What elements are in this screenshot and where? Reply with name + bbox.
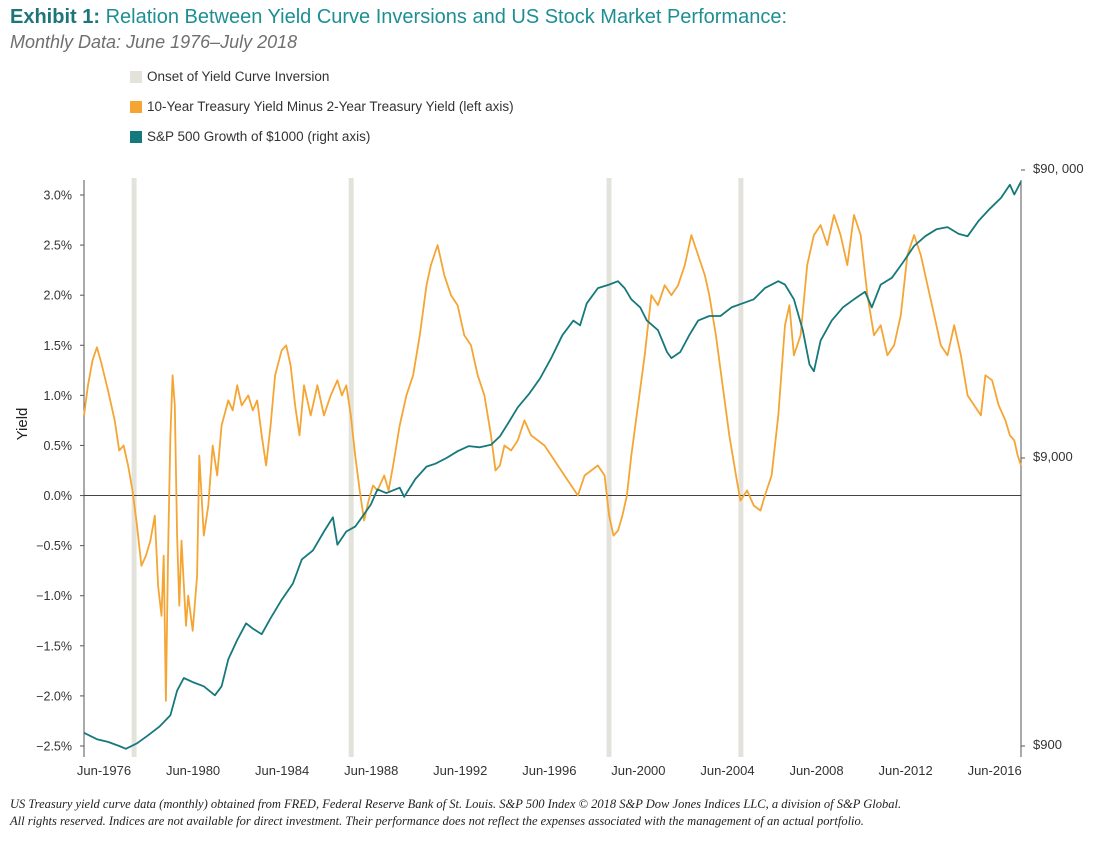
y-left-tick-label-7: −0.5% [36,539,72,553]
legend-swatch-inversion [130,71,142,83]
series-lines [83,181,1022,750]
y-left-tick-label-11: −2.5% [36,740,72,754]
tick-labels: 3.0% 2.5% 2.0% 1.5% 1.0% 0.5% 0.0% −0.5% −1.0% −1… [14,161,1084,778]
spread-line [83,214,1022,702]
x-tick-label-6: Jun-2000 [611,763,665,778]
y-left-tick-label-9: −1.5% [36,639,72,653]
inversion-band-1 [348,178,354,757]
inversion-band-3 [738,178,744,757]
axes [80,169,1025,757]
chart-subtitle: Monthly Data: June 1976–July 2018 [10,32,298,52]
y-left-tick-label-3: 1.5% [44,339,73,353]
x-tick-label-9: Jun-2012 [879,763,933,778]
y-left-tick-label-10: −2.0% [36,689,72,703]
x-tick-label-7: Jun-2004 [700,763,754,778]
footnote-line-2: All rights reserved. Indices are not ava… [10,814,864,828]
y-left-tick-label-0: 3.0% [44,189,73,203]
inversion-band-2 [606,178,612,757]
y-left-tick-label-8: −1.0% [36,589,72,603]
chart-plot: 3.0% 2.5% 2.0% 1.5% 1.0% 0.5% 0.0% −0.5% −1.0% −1… [14,161,1084,778]
x-tick-label-0: Jun-1976 [77,763,131,778]
legend-swatch-sp500 [130,131,142,143]
y-left-tick-label-2: 2.0% [44,289,73,303]
x-tick-label-5: Jun-1996 [522,763,576,778]
legend-swatch-spread [130,101,142,113]
x-tick-label-10: Jun-2016 [968,763,1022,778]
y-axis-title: Yield [14,408,31,441]
x-tick-label-1: Jun-1980 [166,763,220,778]
y-right-tick-label-2: $900 [1033,737,1062,752]
y-right-tick-label-1: $9,000 [1033,449,1073,464]
x-tick-label-2: Jun-1984 [255,763,309,778]
legend-label-spread: 10-Year Treasury Yield Minus 2-Year Trea… [147,99,514,114]
y-left-tick-label-6: 0.0% [44,489,73,503]
exhibit-label: Exhibit 1: [10,6,101,28]
x-tick-label-8: Jun-2008 [789,763,843,778]
inversion-bands [131,178,744,757]
y-left-tick-label-4: 1.0% [44,389,73,403]
y-left-tick-label-1: 2.5% [44,239,73,253]
title-text: Relation Between Yield Curve Inversions … [105,6,788,28]
chart-title: Exhibit 1: Relation Between Yield Curve … [10,6,787,29]
footnote: US Treasury yield curve data (monthly) o… [10,796,1095,830]
y-left-tick-label-5: 0.5% [44,439,73,453]
inversion-band-0 [131,178,137,757]
legend-label-sp500: S&P 500 Growth of $1000 (right axis) [147,129,371,144]
x-tick-label-4: Jun-1992 [433,763,487,778]
footnote-line-1: US Treasury yield curve data (monthly) o… [10,797,902,811]
x-tick-label-3: Jun-1988 [344,763,398,778]
sp500-line [83,181,1022,750]
legend-label-inversion: Onset of Yield Curve Inversion [147,69,330,84]
y-right-tick-label-0: $90, 000 [1033,161,1084,176]
